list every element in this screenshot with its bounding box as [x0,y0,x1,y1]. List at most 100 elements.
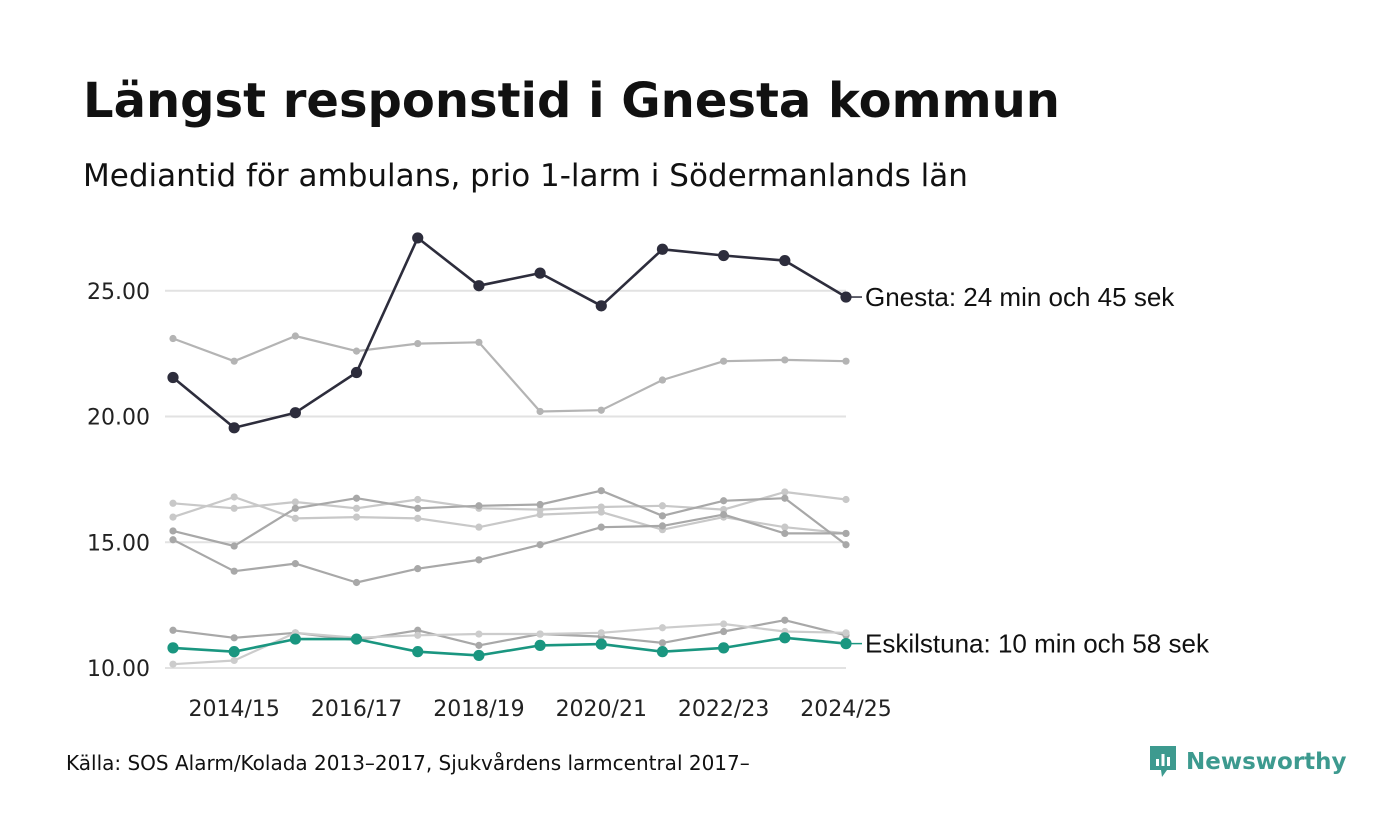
data-point [230,634,238,642]
data-point [167,642,179,654]
y-tick-label: 25.00 [87,280,150,305]
data-point [536,630,544,638]
data-point [352,347,361,355]
data-point [781,494,789,502]
data-point [350,633,363,645]
data-point [718,249,730,262]
data-point [412,646,424,658]
data-point [536,505,544,514]
data-point [352,513,361,521]
y-axis-ticks: 10.00 15.00 20.00 25.00 [87,280,150,682]
data-point [720,505,728,514]
data-point [169,527,177,535]
data-point [720,497,728,505]
data-point [656,243,669,255]
data-point [228,422,240,434]
series-gnesta [167,232,852,434]
data-point [842,495,850,504]
series-kommun-a [169,332,850,416]
data-point [842,629,850,637]
data-point [352,494,361,502]
data-point [781,529,789,538]
end-label-eskilstuna: Eskilstuna: 10 min och 58 sek [865,629,1210,659]
data-point [473,280,485,292]
data-point [597,508,605,516]
data-point [167,371,179,384]
data-point [230,656,238,665]
data-point [536,407,544,416]
data-point [720,627,728,636]
data-point [658,639,667,647]
series-eskilstuna [167,632,852,662]
x-axis-ticks: 2014/15 2016/17 2018/19 2020/21 2022/23 2024/… [188,697,891,722]
series-line [172,236,847,430]
data-point [228,646,240,658]
x-tick-label: 2018/19 [433,697,524,722]
x-tick-label: 2022/23 [678,697,769,722]
data-point [169,334,177,343]
data-point [781,488,789,496]
data-point [414,565,422,573]
gridlines [165,289,846,669]
newsworthy-logo-icon [1150,746,1176,777]
data-point [536,541,544,549]
data-point [169,660,177,668]
data-point [840,291,852,303]
data-point [352,578,361,587]
data-point [291,514,299,522]
data-point [536,500,544,509]
data-point [597,503,605,511]
end-label-gnesta: Gnesta: 24 min och 45 sek [865,282,1175,312]
data-point [781,616,789,624]
end-labels: Eskilstuna: 10 min och 58 sek Gnesta: 24 … [850,282,1210,659]
series-kommun-e [169,510,850,587]
series-line [172,622,847,666]
data-point [597,523,605,531]
brand-logo: Newsworthy [1148,744,1347,780]
data-point [595,300,607,312]
data-point [291,332,299,340]
data-point [781,523,789,531]
series-kommun-b [169,488,850,514]
data-point [289,407,301,419]
data-point [534,639,546,651]
data-point [291,498,299,506]
data-point [720,620,728,628]
data-point [656,646,669,658]
data-point [781,356,789,364]
data-point [597,406,605,414]
data-point [230,542,238,550]
data-point [473,649,485,662]
series-line [172,489,847,548]
data-point [475,630,483,638]
source-note: Källa: SOS Alarm/Kolada 2013–2017, Sjukv… [66,751,750,775]
data-point [475,523,483,531]
series-line [172,619,847,647]
data-point [842,541,850,549]
data-point [658,502,667,510]
data-point [658,376,667,384]
data-point [414,631,422,639]
data-point [350,366,363,379]
data-point [352,504,361,512]
data-point [230,493,238,501]
data-point [412,232,424,244]
data-point [414,504,422,512]
series-line [172,513,846,584]
y-tick-label: 15.00 [87,531,150,556]
x-tick-label: 2016/17 [311,697,402,722]
data-point [291,504,299,512]
data-point [658,512,667,520]
data-point [475,641,483,649]
data-point [534,267,546,279]
data-point [169,513,177,521]
data-point [169,536,177,544]
data-point [720,357,728,365]
data-point [414,495,422,504]
data-point [414,514,422,522]
series-line [172,334,847,413]
data-point [475,502,483,510]
data-point [291,560,299,568]
x-tick-label: 2014/15 [188,697,279,722]
